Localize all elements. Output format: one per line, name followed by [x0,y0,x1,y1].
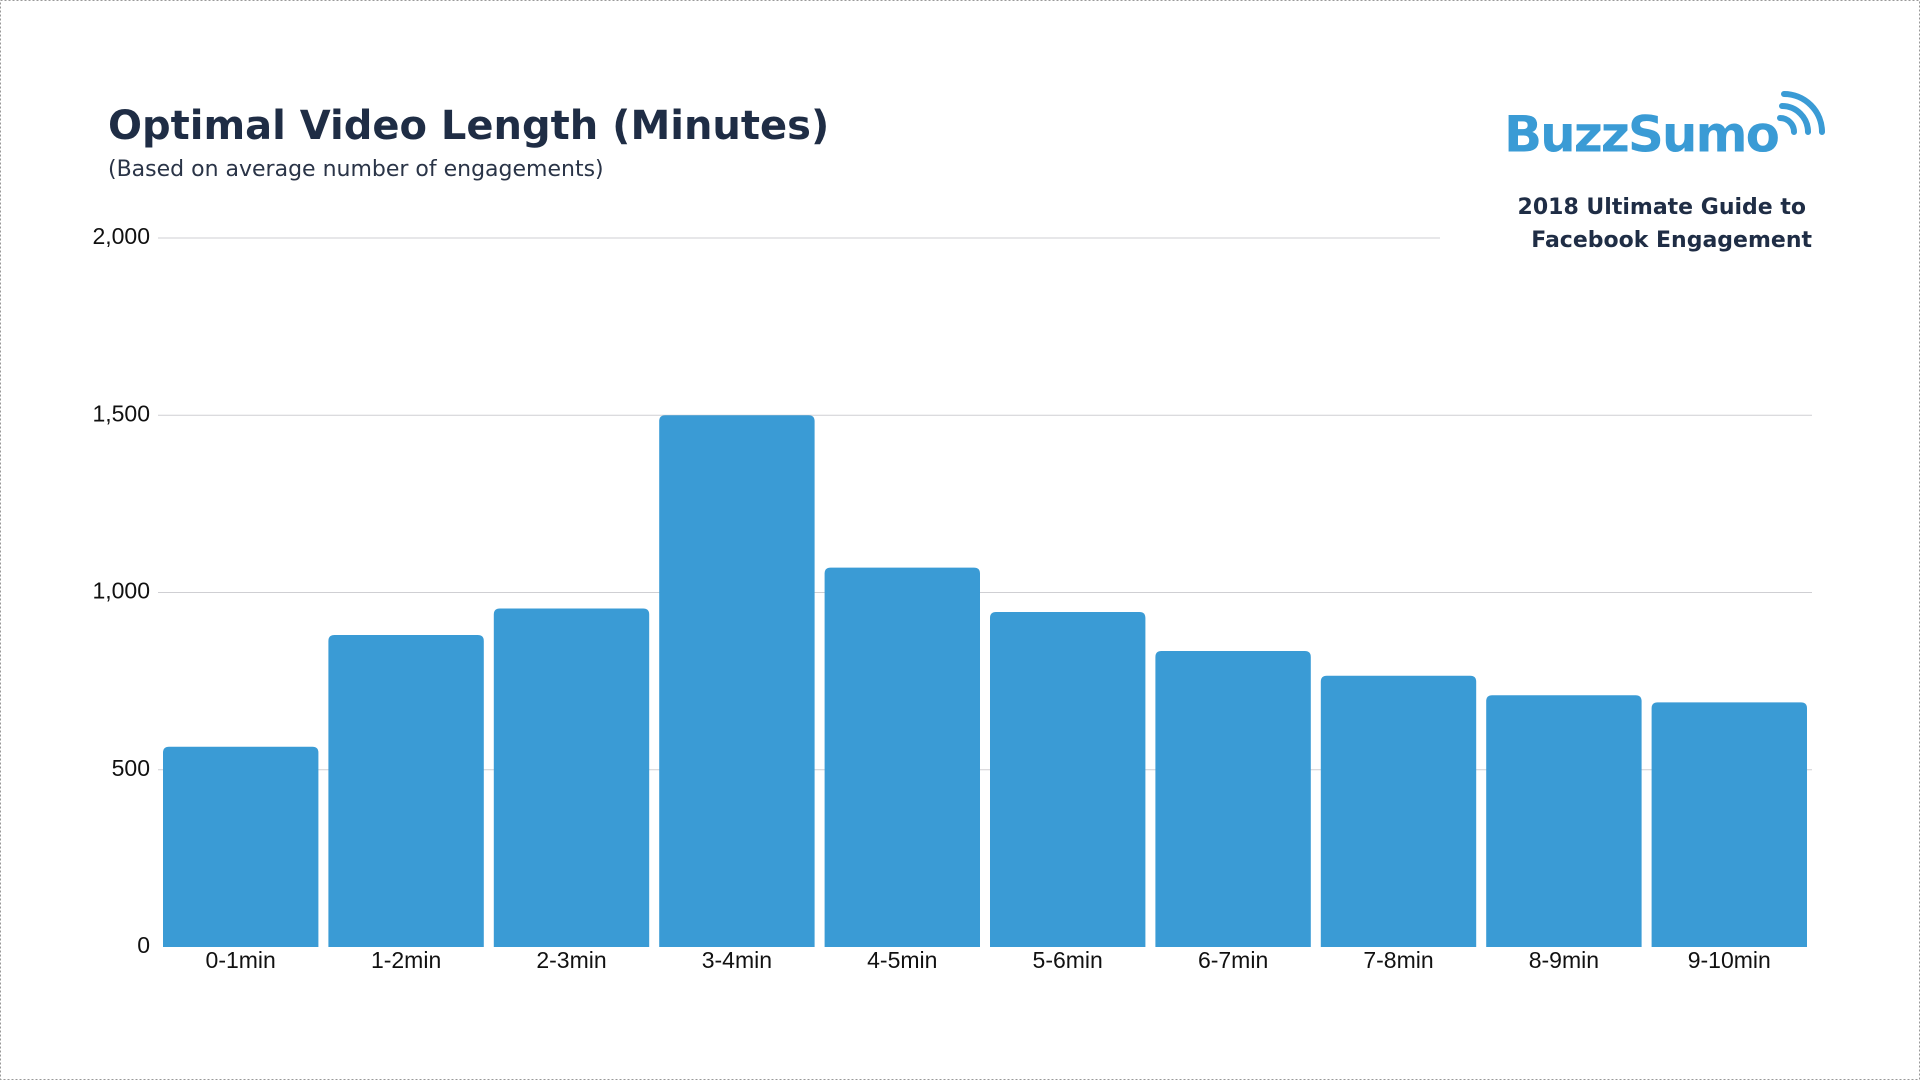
x-tick-label: 3-4min [702,947,772,973]
note-line: Facebook Engagement [1531,228,1812,253]
x-tick-label: 2-3min [536,947,606,973]
x-tick-label: 7-8min [1363,947,1433,973]
y-tick-label: 1,500 [92,400,150,426]
bar [493,608,650,947]
x-tick-label: 1-2min [371,947,441,973]
bar [990,611,1146,947]
x-tick-label: 0-1min [206,947,276,973]
x-tick-label: 9-10min [1688,947,1771,973]
note-line: 2018 Ultimate Guide to [1518,195,1806,220]
chart-subtitle: (Based on average number of engagements) [108,157,604,182]
bar [659,415,815,947]
bar [824,567,980,947]
y-tick-label: 0 [137,932,150,958]
bar [328,635,484,947]
y-tick-label: 2,000 [92,223,150,249]
x-tick-label: 5-6min [1033,947,1103,973]
x-tick-label: 6-7min [1198,947,1268,973]
logo-signal [1777,91,1825,135]
chart-title: Optimal Video Length (Minutes) [108,103,829,149]
bar [163,746,319,947]
x-tick-label: 4-5min [867,947,937,973]
bar [1320,675,1477,947]
y-tick-label: 1,000 [92,578,150,604]
bar [1486,695,1642,947]
y-tick-label: 500 [112,755,150,781]
bar [1651,702,1807,947]
bar [1155,650,1311,947]
logo: BuzzSumo [1504,106,1779,164]
x-tick-label: 8-9min [1529,947,1599,973]
